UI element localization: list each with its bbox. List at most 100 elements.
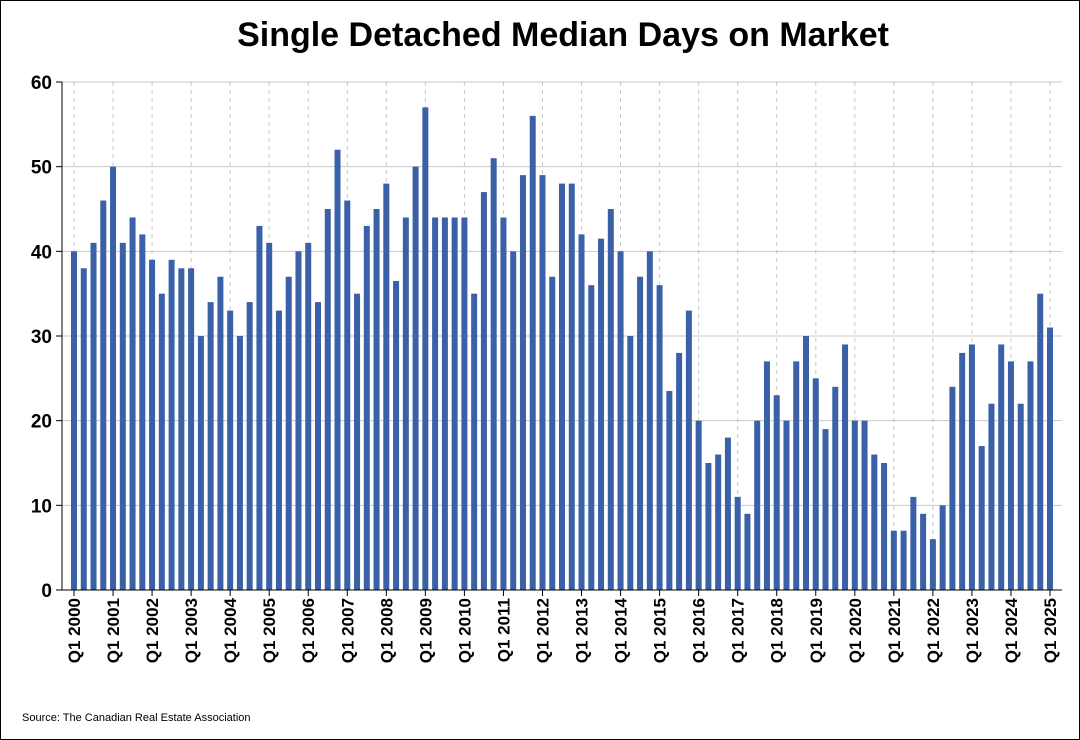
bar bbox=[461, 217, 468, 590]
bar bbox=[422, 107, 429, 591]
bar bbox=[959, 352, 966, 590]
bar bbox=[998, 344, 1005, 590]
bar bbox=[139, 234, 146, 590]
x-tick-label: Q1 2017 bbox=[729, 598, 748, 663]
bar bbox=[90, 242, 97, 590]
bar bbox=[539, 175, 546, 590]
bar bbox=[275, 310, 282, 590]
x-tick-label: Q1 2010 bbox=[455, 598, 474, 663]
bar bbox=[803, 336, 809, 590]
x-tick-label: Q1 2020 bbox=[846, 598, 865, 663]
bar bbox=[334, 149, 341, 590]
x-tick-label: Q1 2000 bbox=[65, 598, 84, 663]
bar bbox=[305, 242, 312, 590]
bar bbox=[480, 192, 487, 591]
bar bbox=[871, 454, 878, 590]
bar bbox=[412, 166, 419, 590]
x-tick-label: Q1 2007 bbox=[338, 598, 357, 663]
y-tick-label: 60 bbox=[31, 73, 52, 94]
bar bbox=[246, 302, 253, 590]
bar bbox=[110, 166, 117, 590]
x-tick-label: Q1 2015 bbox=[651, 598, 670, 663]
bar bbox=[724, 437, 731, 590]
bar bbox=[217, 276, 224, 590]
bar bbox=[822, 429, 829, 590]
x-tick-label: Q1 2016 bbox=[690, 598, 709, 663]
bar bbox=[363, 225, 370, 590]
bar bbox=[402, 217, 409, 590]
bar bbox=[119, 242, 126, 590]
bar bbox=[588, 285, 595, 590]
bar bbox=[568, 183, 575, 590]
bar bbox=[929, 539, 936, 590]
bar bbox=[80, 268, 87, 590]
x-tick-label: Q1 2018 bbox=[768, 598, 787, 663]
bar bbox=[285, 276, 292, 590]
bar bbox=[344, 200, 351, 591]
bar bbox=[715, 454, 722, 590]
bar bbox=[949, 386, 956, 590]
x-tick-label: Q1 2022 bbox=[924, 598, 943, 663]
bar bbox=[793, 361, 800, 590]
chart-title: Single Detached Median Days on Market bbox=[237, 16, 889, 54]
bar bbox=[627, 336, 634, 590]
bar bbox=[842, 344, 849, 590]
bar bbox=[168, 259, 175, 590]
bar bbox=[910, 496, 917, 590]
y-tick-label: 10 bbox=[31, 496, 52, 517]
bar bbox=[578, 234, 585, 590]
x-tick-label: Q1 2005 bbox=[260, 598, 279, 663]
bar bbox=[451, 217, 458, 590]
bar bbox=[236, 336, 243, 590]
bar bbox=[920, 513, 927, 590]
bar bbox=[178, 268, 185, 590]
bar bbox=[129, 217, 136, 590]
x-tick-label: Q1 2011 bbox=[494, 598, 513, 662]
y-tick-label: 20 bbox=[31, 412, 52, 433]
bar bbox=[227, 310, 234, 590]
bar bbox=[354, 293, 361, 590]
x-tick-label: Q1 2003 bbox=[182, 598, 201, 663]
bar bbox=[1047, 327, 1053, 590]
bar bbox=[988, 403, 995, 590]
bar bbox=[695, 420, 702, 590]
bar bbox=[744, 513, 751, 590]
x-tick-label: Q1 2009 bbox=[416, 598, 435, 663]
bar bbox=[441, 217, 448, 590]
bar bbox=[763, 361, 770, 590]
x-tick-label: Q1 2008 bbox=[377, 598, 396, 663]
bar bbox=[510, 251, 517, 591]
x-tick-label: Q1 2025 bbox=[1041, 598, 1060, 663]
chart-source: Source: The Canadian Real Estate Associa… bbox=[22, 712, 251, 724]
bar bbox=[637, 276, 644, 590]
bar bbox=[383, 183, 390, 590]
bar bbox=[881, 463, 888, 590]
bar bbox=[295, 251, 302, 591]
bar bbox=[1037, 293, 1044, 590]
bar bbox=[978, 446, 985, 590]
bar bbox=[71, 251, 77, 591]
bar bbox=[900, 530, 907, 590]
x-tick-label: Q1 2014 bbox=[612, 597, 631, 663]
y-tick-label: 0 bbox=[41, 581, 52, 602]
x-tick-label: Q1 2021 bbox=[885, 598, 904, 663]
bar bbox=[519, 175, 526, 590]
bar bbox=[656, 285, 663, 590]
bar bbox=[617, 251, 624, 591]
bar bbox=[207, 302, 214, 590]
bar bbox=[500, 217, 507, 590]
bar bbox=[754, 420, 761, 590]
bar bbox=[851, 420, 858, 590]
bar bbox=[1017, 403, 1024, 590]
bar bbox=[812, 378, 819, 590]
bar bbox=[158, 293, 165, 590]
bar bbox=[968, 344, 975, 590]
x-tick-label: Q1 2006 bbox=[299, 598, 318, 663]
bar bbox=[832, 386, 839, 590]
y-tick-label: 30 bbox=[31, 327, 52, 348]
bar bbox=[705, 463, 712, 590]
x-tick-label: Q1 2024 bbox=[1002, 597, 1021, 663]
x-tick-label: Q1 2002 bbox=[143, 598, 162, 663]
bar bbox=[266, 242, 273, 590]
